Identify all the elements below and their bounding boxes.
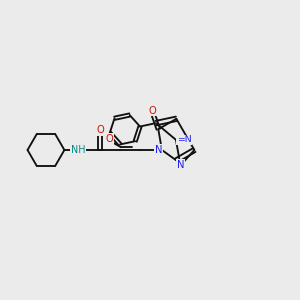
Text: N: N (177, 160, 184, 170)
Text: O: O (96, 125, 104, 135)
Text: NH: NH (71, 145, 85, 155)
Text: N: N (154, 145, 162, 155)
Text: O: O (106, 134, 114, 144)
Text: =N: =N (177, 135, 191, 144)
Text: O: O (148, 106, 156, 116)
Text: N: N (154, 145, 162, 155)
